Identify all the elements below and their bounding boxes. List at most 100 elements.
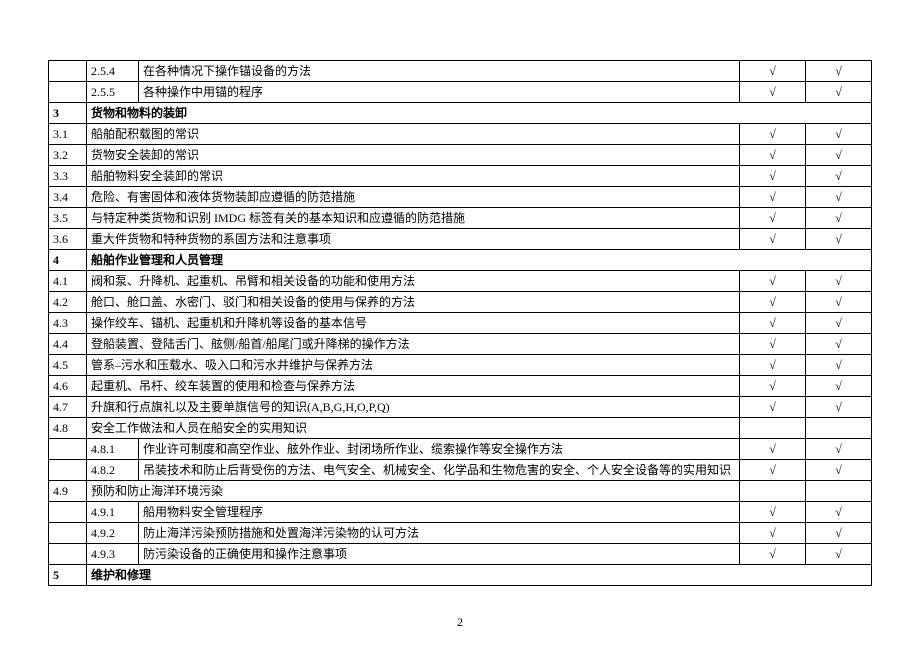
table-row: 4.9.3防污染设备的正确使用和操作注意事项√√ — [49, 544, 872, 565]
table-row: 3.3船舶物料安全装卸的常识√√ — [49, 166, 872, 187]
table-row: 3.1船舶配积载图的常识√√ — [49, 124, 872, 145]
syllabus-table: 2.5.4在各种情况下操作锚设备的方法√√2.5.5各种操作中用锚的程序√√3货… — [48, 60, 872, 586]
check-col-2: √ — [806, 334, 872, 355]
check-col-1: √ — [740, 544, 806, 565]
row-text: 防污染设备的正确使用和操作注意事项 — [139, 544, 740, 565]
row-subnumber: 4.8.2 — [87, 460, 139, 481]
check-col-2: √ — [806, 271, 872, 292]
row-subnumber: 2.5.4 — [87, 61, 139, 82]
row-number: 3.1 — [49, 124, 87, 145]
check-col-2: √ — [806, 397, 872, 418]
check-col-1: √ — [740, 82, 806, 103]
table-row: 4.5管系–污水和压载水、吸入口和污水井维护与保养方法√√ — [49, 355, 872, 376]
check-col-2: √ — [806, 61, 872, 82]
row-subnumber: 4.8.1 — [87, 439, 139, 460]
table-row: 3.6重大件货物和特种货物的系固方法和注意事项√√ — [49, 229, 872, 250]
check-col-2: √ — [806, 460, 872, 481]
row-text: 阀和泵、升降机、起重机、吊臂和相关设备的功能和使用方法 — [87, 271, 740, 292]
page: 2.5.4在各种情况下操作锚设备的方法√√2.5.5各种操作中用锚的程序√√3货… — [0, 0, 920, 652]
check-col-1: √ — [740, 397, 806, 418]
row-text: 升旗和行点旗礼以及主要单旗信号的知识(A,B,G,H,O,P,Q) — [87, 397, 740, 418]
check-col-1: √ — [740, 166, 806, 187]
row-number: 4.7 — [49, 397, 87, 418]
table-row: 4.2舱口、舱口盖、水密门、驳门和相关设备的使用与保养的方法√√ — [49, 292, 872, 313]
check-col-2: √ — [806, 544, 872, 565]
table-row: 3.2货物安全装卸的常识√√ — [49, 145, 872, 166]
row-subnumber: 2.5.5 — [87, 82, 139, 103]
check-col-1: √ — [740, 292, 806, 313]
check-col-2: √ — [806, 82, 872, 103]
row-text: 作业许可制度和高空作业、舷外作业、封闭场所作业、缆索操作等安全操作方法 — [139, 439, 740, 460]
section-title: 船舶作业管理和人员管理 — [87, 250, 872, 271]
row-subnumber: 4.9.2 — [87, 523, 139, 544]
row-number: 4.4 — [49, 334, 87, 355]
row-number: 3.4 — [49, 187, 87, 208]
table-row: 3.5与特定种类货物和识别 IMDG 标签有关的基本知识和应遵循的防范措施√√ — [49, 208, 872, 229]
check-col-2: √ — [806, 376, 872, 397]
row-subnumber: 4.9.1 — [87, 502, 139, 523]
check-col-2: √ — [806, 229, 872, 250]
check-col-2: √ — [806, 523, 872, 544]
table-row: 4.9.2防止海洋污染预防措施和处置海洋污染物的认可方法√√ — [49, 523, 872, 544]
table-row: 5维护和修理 — [49, 565, 872, 586]
row-number: 4.3 — [49, 313, 87, 334]
row-text: 船舶物料安全装卸的常识 — [87, 166, 740, 187]
check-col-2: √ — [806, 439, 872, 460]
check-col-1: √ — [740, 523, 806, 544]
check-col-2: √ — [806, 313, 872, 334]
row-number: 4.2 — [49, 292, 87, 313]
check-col-2 — [806, 481, 872, 502]
check-col-1: √ — [740, 61, 806, 82]
check-col-2: √ — [806, 355, 872, 376]
row-number: 3.6 — [49, 229, 87, 250]
row-text: 登船装置、登陆舌门、舷侧/船首/船尾门或升降梯的操作方法 — [87, 334, 740, 355]
check-col-1: √ — [740, 355, 806, 376]
table-row: 4.9预防和防止海洋环境污染 — [49, 481, 872, 502]
check-col-1: √ — [740, 376, 806, 397]
row-number — [49, 460, 87, 481]
table-row: 4船舶作业管理和人员管理 — [49, 250, 872, 271]
table-row: 4.3操作绞车、锚机、起重机和升降机等设备的基本信号√√ — [49, 313, 872, 334]
check-col-1: √ — [740, 460, 806, 481]
check-col-2: √ — [806, 208, 872, 229]
check-col-1: √ — [740, 313, 806, 334]
row-number: 4.9 — [49, 481, 87, 502]
row-text: 与特定种类货物和识别 IMDG 标签有关的基本知识和应遵循的防范措施 — [87, 208, 740, 229]
check-col-2: √ — [806, 502, 872, 523]
page-number: 2 — [0, 615, 920, 630]
check-col-1: √ — [740, 124, 806, 145]
check-col-2: √ — [806, 166, 872, 187]
row-number: 4.1 — [49, 271, 87, 292]
row-text: 起重机、吊杆、绞车装置的使用和检查与保养方法 — [87, 376, 740, 397]
check-col-2: √ — [806, 145, 872, 166]
row-text: 操作绞车、锚机、起重机和升降机等设备的基本信号 — [87, 313, 740, 334]
table-row: 4.6起重机、吊杆、绞车装置的使用和检查与保养方法√√ — [49, 376, 872, 397]
check-col-2: √ — [806, 292, 872, 313]
table-row: 4.1阀和泵、升降机、起重机、吊臂和相关设备的功能和使用方法√√ — [49, 271, 872, 292]
row-number: 4.5 — [49, 355, 87, 376]
row-number — [49, 544, 87, 565]
check-col-1 — [740, 418, 806, 439]
check-col-1: √ — [740, 502, 806, 523]
table-row: 4.8.2吊装技术和防止后背受伤的方法、电气安全、机械安全、化学品和生物危害的安… — [49, 460, 872, 481]
table-row: 2.5.4在各种情况下操作锚设备的方法√√ — [49, 61, 872, 82]
check-col-1: √ — [740, 208, 806, 229]
row-text: 舱口、舱口盖、水密门、驳门和相关设备的使用与保养的方法 — [87, 292, 740, 313]
table-row: 4.4登船装置、登陆舌门、舷侧/船首/船尾门或升降梯的操作方法√√ — [49, 334, 872, 355]
row-number — [49, 82, 87, 103]
row-number — [49, 439, 87, 460]
row-text: 危险、有害固体和液体货物装卸应遵循的防范措施 — [87, 187, 740, 208]
row-number: 4.8 — [49, 418, 87, 439]
section-title: 维护和修理 — [87, 565, 872, 586]
check-col-1: √ — [740, 271, 806, 292]
row-text: 重大件货物和特种货物的系固方法和注意事项 — [87, 229, 740, 250]
row-text: 货物安全装卸的常识 — [87, 145, 740, 166]
row-number: 3.5 — [49, 208, 87, 229]
check-col-2: √ — [806, 124, 872, 145]
row-text: 预防和防止海洋环境污染 — [87, 481, 740, 502]
row-text: 防止海洋污染预防措施和处置海洋污染物的认可方法 — [139, 523, 740, 544]
row-text: 在各种情况下操作锚设备的方法 — [139, 61, 740, 82]
check-col-1: √ — [740, 439, 806, 460]
row-text: 各种操作中用锚的程序 — [139, 82, 740, 103]
check-col-1: √ — [740, 334, 806, 355]
